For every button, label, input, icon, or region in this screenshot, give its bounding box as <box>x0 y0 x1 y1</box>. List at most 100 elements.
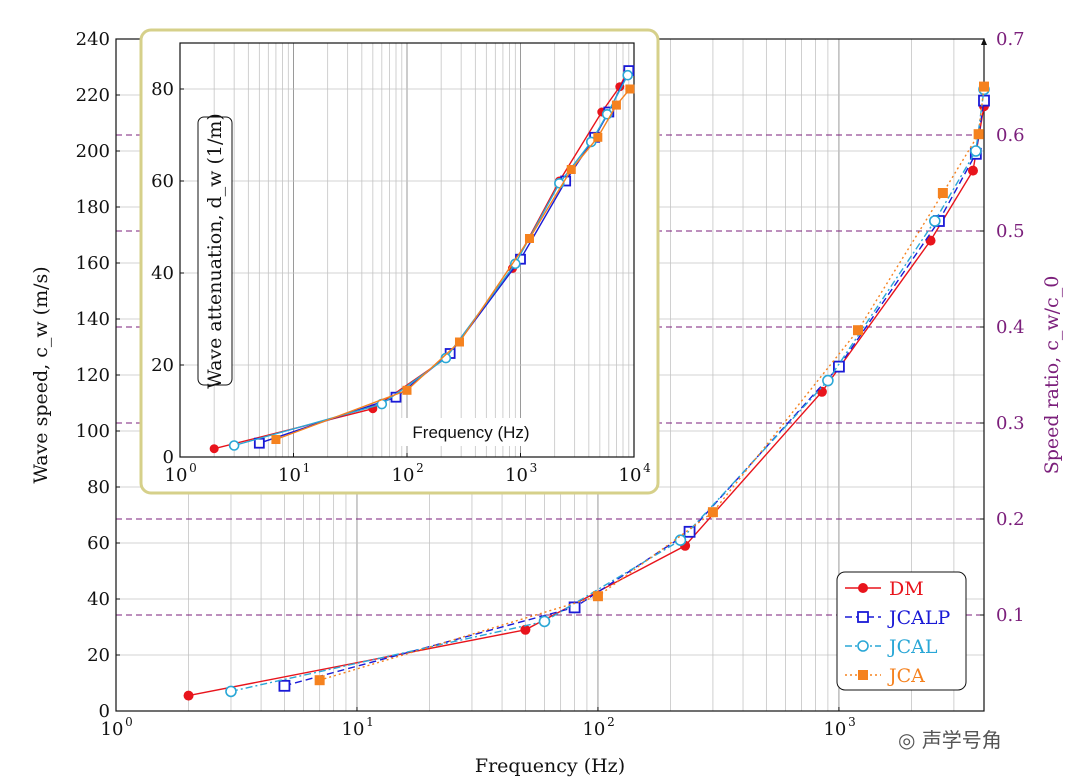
legend-marker <box>857 640 869 652</box>
y-tick-label: 200 <box>76 141 110 162</box>
point-jca <box>611 100 621 110</box>
y-tick-label: 80 <box>87 477 110 498</box>
point-jca <box>707 507 718 518</box>
point-dm <box>967 165 978 176</box>
point-jca <box>524 234 534 243</box>
x-tick-exponent: 3 <box>530 461 538 475</box>
x-tick-exponent: 1 <box>303 461 311 475</box>
point-jcal <box>225 685 237 698</box>
point-jca <box>973 129 984 140</box>
point-dm <box>520 624 531 635</box>
point-jca <box>454 337 464 347</box>
point-jcalp <box>978 94 990 107</box>
y-tick-label: 220 <box>76 85 110 106</box>
x-tick-exponent: 0 <box>189 461 197 475</box>
legend-marker <box>858 670 868 680</box>
legend-marker <box>858 583 868 593</box>
x-tick-exponent: 2 <box>607 715 615 729</box>
y-tick-label: 40 <box>151 263 174 284</box>
legend-label: DM <box>889 578 924 600</box>
x-tick-exponent: 2 <box>416 461 424 475</box>
point-jca <box>853 325 864 336</box>
legend-item-jcalp: JCALP <box>845 607 950 629</box>
y-tick-label: 0 <box>99 701 110 722</box>
legend: DM JCALP JCAL JCA <box>836 571 967 691</box>
y-tick-label: 20 <box>151 355 174 376</box>
inset-x-label-bg <box>400 418 542 446</box>
point-jca <box>937 188 948 198</box>
x-tick-exponent: 0 <box>125 715 133 729</box>
point-jca <box>314 675 325 686</box>
legend-item-jca: JCA <box>845 665 925 687</box>
wechat-icon: ◎ <box>898 728 916 752</box>
legend-item-dm: DM <box>845 578 924 600</box>
point-jca <box>625 84 635 94</box>
x-tick-label: 10 <box>823 719 846 740</box>
y2-tick-label: 0.1 <box>996 605 1025 626</box>
x-tick-exponent: 3 <box>848 715 856 729</box>
x-tick-label: 10 <box>392 465 415 486</box>
point-jcal <box>538 615 551 628</box>
y-tick-label: 120 <box>76 365 110 386</box>
y-tick-label: 160 <box>76 253 110 274</box>
y-tick-label: 100 <box>76 421 110 442</box>
point-dm <box>925 235 936 246</box>
legend-label: JCA <box>887 665 925 687</box>
inset-grid <box>179 43 634 458</box>
y-tick-label: 60 <box>87 533 110 554</box>
y-tick-label: 20 <box>87 645 110 666</box>
inset-x-axis-label: Frequency (Hz) <box>412 423 529 442</box>
series-jca <box>271 84 635 445</box>
legend-label: JCAL <box>887 636 938 658</box>
y2-axis-arrow <box>981 38 987 45</box>
legend-label: JCALP <box>887 607 950 629</box>
point-jcal <box>228 440 240 451</box>
legend-marker <box>857 611 869 623</box>
point-jcal <box>970 145 982 157</box>
y2-tick-label: 0.2 <box>996 509 1025 530</box>
y2-axis-label: Speed ratio, c_w/c_0 <box>1041 276 1063 475</box>
x-tick-exponent: 1 <box>366 715 374 729</box>
y-tick-label: 140 <box>76 309 110 330</box>
x-tick-exponent: 4 <box>643 461 651 475</box>
x-tick-label: 10 <box>582 719 605 740</box>
point-dm <box>816 386 827 397</box>
y2-tick-label: 0.5 <box>996 221 1025 242</box>
point-dm <box>209 444 219 454</box>
point-jca <box>592 591 603 602</box>
point-jca <box>979 81 989 92</box>
inset-y-axis-label: Wave attenuation, d_w (1/m) <box>204 113 226 389</box>
y-tick-label: 60 <box>151 171 174 192</box>
point-jcalp <box>683 525 696 538</box>
point-jcal <box>929 215 941 227</box>
x-tick-label: 10 <box>278 465 301 486</box>
inset-y-label-box <box>197 116 233 386</box>
y2-tick-label: 0.6 <box>996 125 1025 146</box>
y-tick-label: 80 <box>151 79 174 100</box>
point-jca <box>566 165 576 174</box>
point-jcalp <box>833 360 845 373</box>
inset-box <box>139 28 660 495</box>
x-tick-label: 10 <box>101 719 124 740</box>
y-axis-label: Wave speed, c_w (m/s) <box>30 266 52 483</box>
point-jca <box>271 435 281 445</box>
series-line-jca <box>275 88 631 441</box>
y-tick-label: 40 <box>87 589 110 610</box>
y2-tick-label: 0.3 <box>996 413 1025 434</box>
point-jcal <box>674 534 687 547</box>
x-tick-label: 10 <box>342 719 365 740</box>
point-jca <box>593 132 603 142</box>
x-tick-label: 10 <box>505 465 528 486</box>
y2-tick-label: 0.4 <box>996 317 1025 338</box>
inset-series <box>209 65 635 454</box>
y-tick-label: 180 <box>76 197 110 218</box>
x-axis-label: Frequency (Hz) <box>475 755 625 777</box>
y2-tick-label: 0.7 <box>996 29 1025 50</box>
point-dm <box>183 690 194 701</box>
point-jcal <box>622 69 633 81</box>
y-tick-label: 0 <box>163 447 174 468</box>
watermark: ◎ 声学号角 <box>898 728 1002 752</box>
point-jcal <box>822 374 834 387</box>
